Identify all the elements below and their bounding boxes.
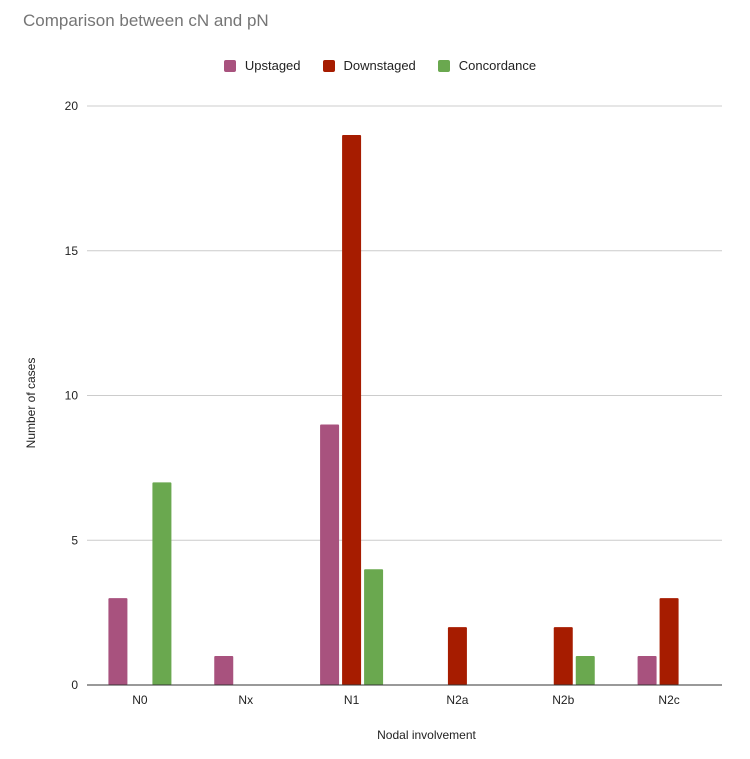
legend-label-upstaged: Upstaged	[244, 58, 301, 73]
y-axis-title: Number of cases	[24, 358, 38, 449]
bar-downstaged-n2b	[553, 627, 573, 685]
bar-upstaged-n0	[108, 598, 128, 685]
x-axis-title: Nodal involvement	[377, 728, 476, 742]
bar-downstaged-n2c	[659, 598, 679, 685]
x-tick-label: N2b	[552, 693, 574, 707]
bar-upstaged-n1	[320, 424, 340, 685]
bar-upstaged-n2c	[637, 656, 657, 685]
legend-swatch-downstaged	[322, 59, 335, 72]
legend-item-downstaged[interactable]: Downstaged	[322, 58, 416, 73]
bar-upstaged-nx	[214, 656, 234, 685]
legend: Upstaged Downstaged Concordance	[0, 58, 750, 73]
x-tick-label: Nx	[238, 693, 253, 707]
legend-label-concordance: Concordance	[458, 58, 537, 73]
bar-concordance-n1	[364, 569, 384, 685]
bar-concordance-n2b	[575, 656, 595, 685]
bar-concordance-n0	[152, 482, 172, 685]
legend-swatch-concordance	[437, 59, 450, 72]
x-tick-label: N2a	[446, 693, 468, 707]
y-tick-label: 10	[65, 389, 79, 403]
bar-downstaged-n2a	[447, 627, 467, 685]
y-tick-label: 20	[65, 99, 79, 113]
y-tick-label: 5	[71, 533, 78, 547]
legend-swatch-upstaged	[223, 59, 236, 72]
legend-label-downstaged: Downstaged	[343, 58, 416, 73]
y-tick-label: 15	[65, 244, 79, 258]
legend-item-upstaged[interactable]: Upstaged	[223, 58, 301, 73]
x-tick-label: N1	[344, 693, 360, 707]
x-tick-label: N0	[132, 693, 148, 707]
x-tick-label: N2c	[658, 693, 679, 707]
bar-downstaged-n1	[342, 134, 362, 685]
legend-item-concordance[interactable]: Concordance	[437, 58, 537, 73]
y-tick-label: 0	[71, 678, 78, 692]
chart-title: Comparison between cN and pN	[23, 11, 269, 30]
